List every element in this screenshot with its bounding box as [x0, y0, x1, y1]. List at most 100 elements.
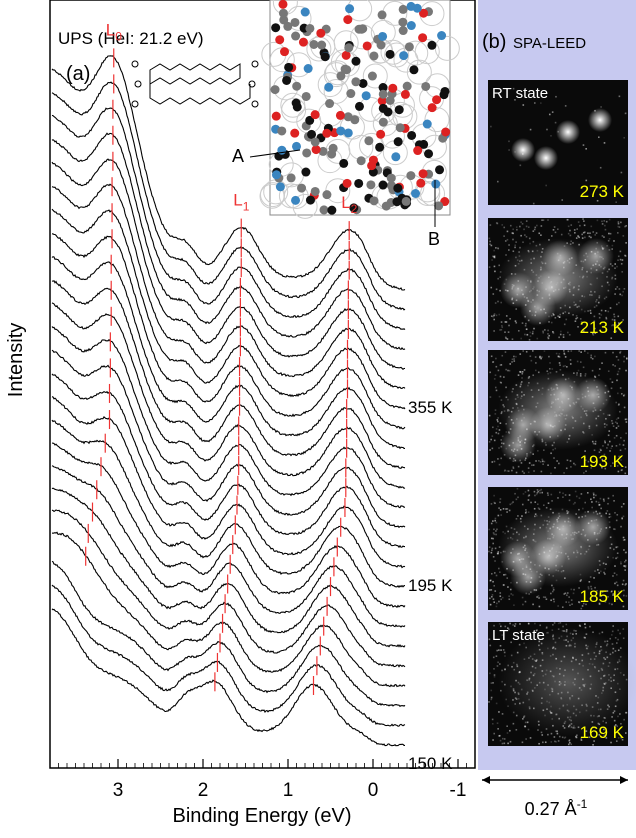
noise: [603, 236, 605, 238]
noise: [585, 148, 587, 150]
noise: [543, 596, 545, 598]
noise: [529, 339, 531, 341]
noise: [570, 235, 572, 237]
noise: [518, 330, 520, 332]
noise: [557, 605, 559, 607]
noise: [497, 223, 499, 225]
noise: [560, 334, 562, 336]
noise: [490, 439, 492, 441]
noise: [499, 623, 501, 625]
noise: [497, 728, 499, 730]
noise: [524, 369, 526, 371]
atom: [398, 18, 407, 27]
atom: [363, 41, 372, 50]
noise: [520, 235, 522, 237]
noise: [507, 743, 509, 745]
noise: [619, 633, 621, 635]
noise: [530, 129, 532, 131]
noise: [510, 589, 512, 591]
noise: [526, 351, 528, 353]
noise: [600, 508, 602, 510]
noise: [589, 232, 591, 234]
noise: [491, 596, 493, 598]
noise: [559, 356, 561, 358]
diffraction-spot: [575, 509, 611, 545]
noise: [496, 522, 498, 524]
noise: [560, 331, 562, 333]
noise: [540, 102, 542, 104]
noise: [504, 655, 506, 657]
noise: [492, 316, 494, 318]
atom: [316, 29, 325, 38]
atom: [382, 202, 391, 211]
noise: [542, 332, 544, 334]
atom: [292, 99, 301, 108]
atom: [379, 90, 388, 99]
atom: [411, 189, 420, 198]
noise: [604, 225, 606, 227]
atom: [405, 42, 414, 51]
noise: [610, 447, 612, 449]
noise: [553, 457, 555, 459]
noise: [616, 423, 618, 425]
noise: [590, 312, 592, 314]
noise: [539, 490, 541, 492]
noise: [605, 352, 607, 354]
noise: [538, 597, 540, 599]
atom: [441, 127, 450, 136]
x-axis-label: Binding Energy (eV): [173, 805, 352, 827]
noise: [533, 470, 535, 472]
noise: [495, 548, 497, 550]
noise: [494, 378, 496, 380]
noise: [489, 546, 491, 548]
noise: [551, 235, 553, 237]
atom: [302, 92, 311, 101]
noise: [506, 725, 508, 727]
noise: [611, 634, 613, 636]
panel-title: UPS (HeI: 21.2 eV): [58, 29, 204, 48]
noise: [593, 443, 595, 445]
noise: [550, 452, 552, 454]
noise: [492, 723, 494, 725]
atom: [393, 184, 402, 193]
atom: [312, 145, 321, 154]
noise: [583, 144, 585, 146]
noise: [552, 111, 554, 113]
noise: [563, 334, 565, 336]
noise: [495, 530, 497, 532]
atom: [419, 169, 428, 178]
atom: [418, 33, 427, 42]
noise: [503, 574, 505, 576]
noise: [534, 623, 536, 625]
atom: [432, 95, 441, 104]
noise: [496, 366, 498, 368]
noise: [623, 537, 625, 539]
noise: [616, 445, 618, 447]
atom: [345, 4, 354, 13]
noise: [604, 440, 606, 442]
noise: [559, 362, 561, 364]
noise: [614, 365, 616, 367]
noise: [507, 231, 509, 233]
noise: [493, 502, 495, 504]
noise: [601, 362, 603, 364]
noise: [607, 444, 609, 446]
noise: [563, 350, 565, 352]
noise: [616, 266, 618, 268]
noise: [497, 458, 499, 460]
noise: [558, 463, 560, 465]
noise: [538, 743, 540, 745]
noise: [623, 719, 625, 721]
noise: [620, 259, 622, 261]
noise: [499, 571, 501, 573]
noise: [563, 472, 565, 474]
noise: [570, 466, 572, 468]
x-tick-label: 2: [198, 780, 209, 801]
noise: [624, 473, 626, 475]
noise: [504, 743, 506, 745]
noise: [614, 293, 616, 295]
noise: [589, 626, 591, 628]
noise: [526, 236, 528, 238]
noise: [602, 632, 604, 634]
noise: [498, 314, 500, 316]
